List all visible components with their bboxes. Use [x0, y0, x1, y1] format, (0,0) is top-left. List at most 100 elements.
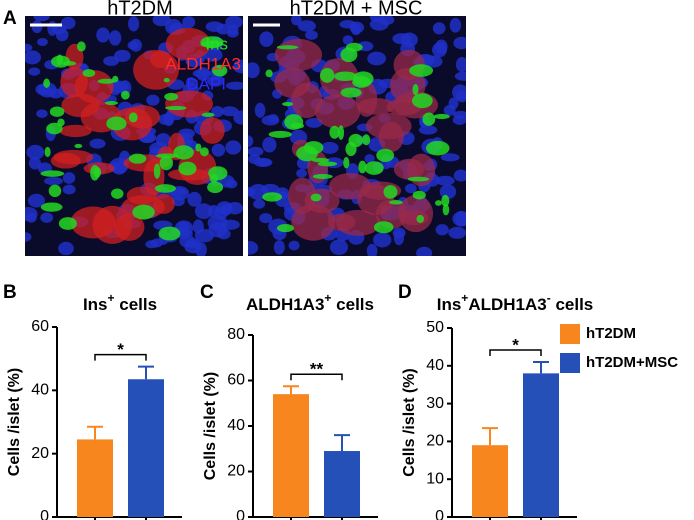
nucleus [454, 71, 466, 81]
title-part: cells [331, 295, 374, 314]
stain-region [132, 204, 155, 220]
panel-label: D [398, 282, 412, 303]
stain-region [389, 200, 403, 205]
stain-region [358, 160, 367, 174]
nucleus [26, 144, 45, 160]
significance-label: * [117, 340, 124, 359]
stain-region [153, 163, 161, 179]
nucleus [435, 175, 455, 186]
legend-swatch [560, 324, 580, 344]
nucleus [453, 169, 466, 182]
significance-label: * [512, 336, 519, 355]
stain-label: Ins [205, 34, 228, 53]
chart-title: Ins+ALDH1A3- cells [437, 291, 594, 314]
stain-region [268, 130, 292, 138]
stain-region [383, 185, 398, 199]
stain-region [412, 93, 433, 109]
y-tick-label: 80 [227, 326, 245, 343]
y-tick-label: 20 [31, 445, 49, 462]
stain-region [343, 157, 350, 169]
stain-region [59, 124, 92, 138]
nucleus [158, 113, 174, 126]
stain-region [105, 100, 119, 106]
title-part: ALDH1A3 [468, 295, 546, 314]
panel-label: C [200, 282, 214, 303]
stain-region [165, 105, 187, 111]
stain-region [353, 71, 374, 87]
y-tick-label: 40 [426, 357, 444, 374]
stain-region [74, 70, 114, 104]
nucleus [96, 27, 110, 43]
nucleus [440, 153, 460, 162]
nucleus [225, 179, 238, 189]
stain-region [201, 112, 215, 118]
stain-region [291, 204, 336, 241]
title-part: - [547, 291, 551, 305]
title-part: cells [115, 295, 158, 314]
error-bar [482, 427, 498, 446]
nucleus [449, 17, 462, 33]
nucleus [305, 30, 318, 40]
stain-region [49, 106, 65, 117]
legend-label: hT2DM+MSC [586, 354, 678, 371]
stain-region [276, 224, 294, 233]
stain-region [76, 41, 86, 52]
nucleus [291, 16, 302, 26]
bar [324, 451, 360, 517]
nucleus [392, 33, 412, 45]
nucleus [40, 212, 54, 223]
stain-label: ALDH1A3 [165, 54, 241, 73]
nucleus [329, 239, 349, 256]
y-tick-label: 20 [426, 433, 444, 450]
stain-region [40, 202, 63, 212]
title-part: Ins [437, 295, 462, 314]
stain-region [154, 184, 176, 193]
nucleus [259, 213, 273, 224]
nucleus [259, 31, 274, 47]
nucleus [297, 20, 316, 32]
error-bar [138, 365, 154, 380]
nucleus [36, 109, 48, 118]
stain-region [329, 125, 340, 139]
nucleus [187, 191, 202, 207]
stain-region [159, 156, 173, 171]
nucleus [58, 241, 74, 256]
y-tick-label: 40 [31, 382, 49, 399]
nucleus [207, 204, 220, 218]
nucleus [453, 36, 466, 50]
nucleus [267, 114, 279, 123]
y-tick-label: 0 [236, 508, 245, 520]
stain-region [276, 45, 299, 50]
nucleus [416, 246, 433, 256]
significance-bracket [94, 353, 147, 361]
stain-region [336, 209, 381, 236]
nucleus [205, 21, 224, 32]
stain-region [43, 78, 50, 88]
nucleus [452, 84, 466, 101]
nucleus [233, 110, 243, 125]
nucleus [204, 48, 223, 62]
nucleus [366, 243, 378, 256]
stain-region [158, 226, 181, 241]
nucleus [342, 35, 354, 45]
stain-region [40, 170, 65, 177]
nucleus [225, 81, 243, 90]
nucleus [455, 210, 466, 227]
image-title: hT2DM + MSC [290, 0, 423, 19]
nucleus [33, 16, 50, 22]
nucleus [296, 168, 308, 178]
nucleus [89, 138, 106, 149]
y-tick-label: 40 [227, 417, 245, 434]
panel-label: A [3, 8, 17, 29]
title-part: Ins [83, 295, 108, 314]
stain-region [106, 116, 127, 131]
stain-region [195, 143, 202, 152]
nucleus [31, 20, 43, 34]
image-title: hT2DM [107, 0, 173, 19]
significance-bracket [290, 373, 343, 381]
stain-region [212, 64, 228, 77]
stain-region [412, 84, 419, 96]
stain-region [340, 87, 362, 98]
nucleus [211, 143, 226, 157]
nucleus [227, 29, 239, 38]
